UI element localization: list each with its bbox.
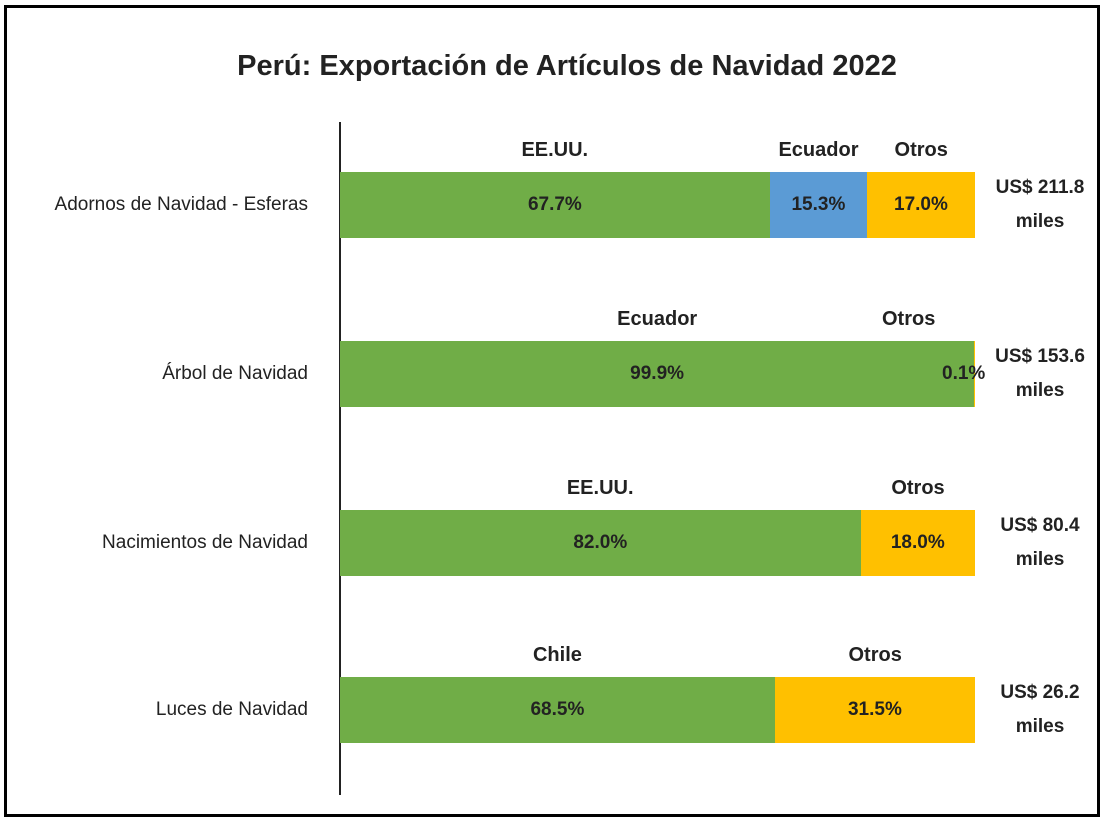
chart-title: Perú: Exportación de Artículos de Navida…: [237, 50, 897, 82]
value-label: 0.1%: [942, 363, 986, 384]
value-label: 17.0%: [894, 194, 948, 215]
segment-name: Otros: [891, 477, 945, 499]
segment-name: Ecuador: [617, 308, 698, 330]
bar-segment: [867, 172, 975, 238]
value-label: 31.5%: [847, 699, 902, 720]
bar-segment: [340, 172, 770, 238]
total-label: US$ 80.4 miles: [1000, 515, 1080, 570]
bar-segment: [974, 341, 975, 407]
segment-name: Otros: [848, 644, 902, 666]
value-label: 82.0%: [573, 532, 628, 553]
category-label: Luces de Navidad: [155, 699, 308, 720]
bar-segment: [774, 677, 975, 743]
segment-name: EE.UU.: [566, 477, 634, 499]
y-axis-line: [339, 122, 341, 795]
bar-segment: [340, 341, 975, 407]
category-label: Árbol de Navidad: [162, 363, 308, 384]
segment-name: Ecuador: [778, 139, 859, 161]
bar-segment: [340, 677, 775, 743]
value-label: 68.5%: [530, 699, 585, 720]
value-label: 18.0%: [890, 532, 945, 553]
chart-frame: [4, 5, 1100, 817]
bar-segment: [340, 510, 861, 576]
segment-name: EE.UU.: [521, 139, 589, 161]
category-label: Nacimientos de Navidad: [102, 532, 308, 553]
value-label: 15.3%: [791, 194, 846, 215]
total-label: US$ 153.6 miles: [995, 346, 1085, 401]
value-label: 99.9%: [630, 363, 685, 384]
segment-name: Chile: [532, 644, 582, 666]
category-label: Adornos de Navidad - Esferas: [54, 194, 308, 215]
value-label: 67.7%: [527, 194, 582, 215]
segment-name: Otros: [894, 139, 948, 161]
segment-name: Otros: [882, 308, 936, 330]
bar-segment: [860, 510, 975, 576]
bar-segment: [769, 172, 868, 238]
total-label: US$ 211.8 miles: [995, 177, 1085, 232]
total-label: US$ 26.2 miles: [1000, 682, 1080, 737]
